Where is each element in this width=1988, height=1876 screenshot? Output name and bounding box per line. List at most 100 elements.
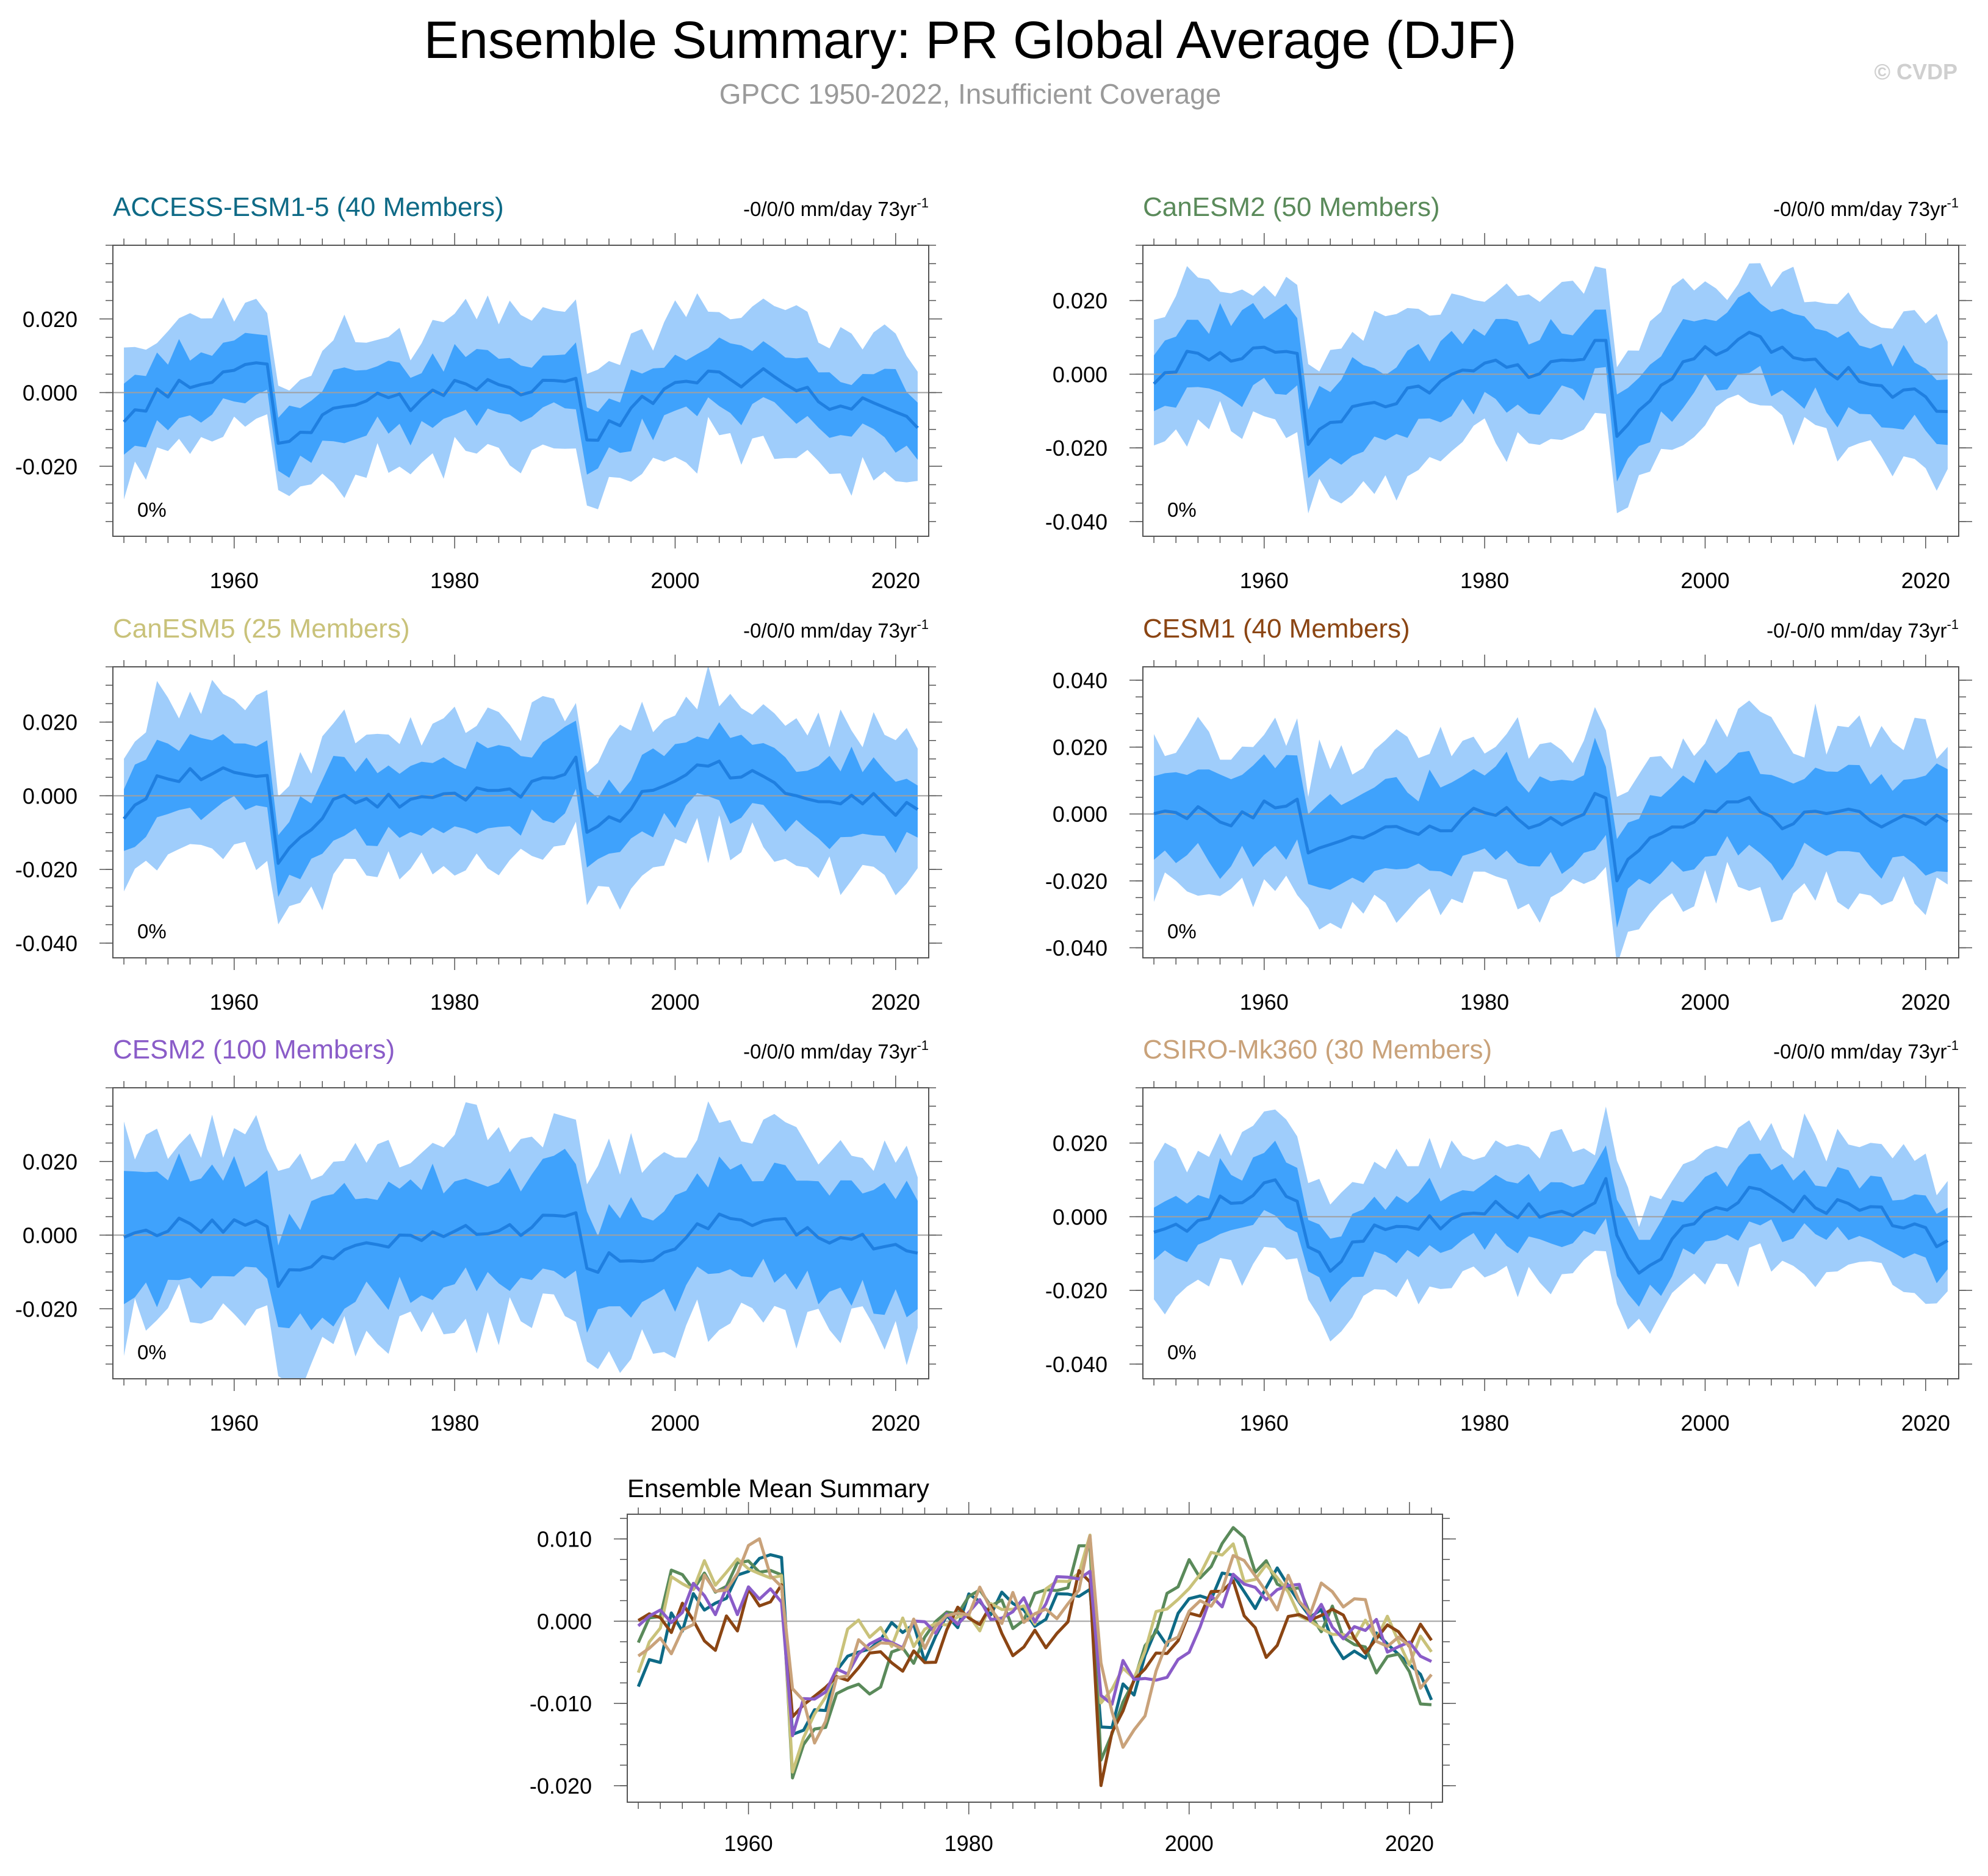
watermark: © CVDP	[1874, 59, 1957, 84]
panel-ensemble-mean-summary: 1960 1980 2000 2020 -0.020 -0.010 0.000 0.010 En…	[530, 1474, 1456, 1856]
x-tick-label: 1980	[1460, 568, 1509, 593]
trend-label-exponent: -1	[917, 1038, 929, 1053]
x-tick-label: 1980	[1460, 990, 1509, 1015]
percent-label: 0%	[137, 498, 167, 521]
trend-label-text: -0/0/0 mm/day 73yr	[743, 619, 917, 642]
ensemble-mean-line	[1153, 331, 1948, 446]
trend-label: -0/0/0 mm/day 73yr-1	[1773, 195, 1959, 220]
x-tick-label: 1980	[430, 990, 479, 1015]
inner-spread-band	[124, 332, 918, 478]
plot-area	[113, 667, 929, 925]
summary-line-cesm1	[637, 1569, 1433, 1788]
y-tick-label: 0.000	[1053, 802, 1107, 827]
panel-canesm2: 1960 1980 2000 2020 -0.040 -0.020 0.000 0.020 Ca…	[1045, 192, 1972, 593]
y-tick-label: -0.020	[15, 1296, 77, 1321]
panel-canesm5: 1960 1980 2000 2020 -0.040 -0.020 0.000 0.020 Ca…	[15, 614, 942, 1015]
summary-line-cesm2	[637, 1570, 1432, 1738]
trend-label-text: -0/0/0 mm/day 73yr	[1773, 198, 1947, 220]
inner-spread-band	[124, 1149, 918, 1333]
x-tick-label: 2020	[1901, 990, 1950, 1015]
x-tick-label: 1980	[945, 1831, 993, 1856]
figure-subtitle: GPCC 1950-2022, Insufficient Coverage	[719, 78, 1222, 110]
trend-label-exponent: -1	[917, 195, 929, 210]
panel-access-esm1-5: 1960 1980 2000 2020 -0.020 0.000 0.020 ACCESS-E…	[15, 192, 942, 593]
percent-label: 0%	[137, 920, 167, 943]
x-tick-label: 2000	[1680, 1411, 1729, 1436]
y-tick-label: 0.000	[1053, 1204, 1107, 1229]
percent-label: 0%	[1167, 1341, 1197, 1364]
inner-spread-band	[124, 721, 918, 897]
ensemble-mean-line	[1153, 1177, 1949, 1275]
x-tick-label: 2020	[871, 990, 920, 1015]
y-tick-label: -0.040	[15, 931, 77, 956]
x-tick-label: 2020	[1901, 568, 1950, 593]
x-tick-label: 1980	[430, 1411, 479, 1436]
trend-label: -0/0/0 mm/day 73yr-1	[743, 1038, 929, 1063]
inner-spread-band	[1154, 291, 1948, 482]
percent-label: 0%	[1167, 498, 1197, 521]
trend-label-exponent: -1	[1947, 195, 1959, 210]
y-tick-label: -0.040	[1045, 509, 1107, 534]
x-tick-label: 1960	[1240, 990, 1289, 1015]
x-tick-label: 1960	[724, 1831, 773, 1856]
x-tick-label: 1960	[1240, 1411, 1289, 1436]
plot-area	[1143, 700, 1959, 958]
plot-area	[113, 293, 929, 509]
y-tick-label: 0.020	[23, 1149, 77, 1174]
percent-label: 0%	[137, 1341, 167, 1364]
y-tick-label: 0.040	[1053, 668, 1107, 693]
x-tick-label: 1960	[210, 990, 259, 1015]
trend-label-text: -0/0/0 mm/day 73yr	[743, 1040, 917, 1063]
x-tick-label: 2000	[1680, 990, 1729, 1015]
y-tick-label: -0.040	[1045, 936, 1107, 961]
y-tick-label: -0.020	[15, 454, 77, 479]
trend-label-exponent: -1	[1947, 617, 1959, 632]
x-tick-label: 1980	[1460, 1411, 1509, 1436]
x-tick-label: 2020	[1901, 1411, 1950, 1436]
y-tick-label: 0.000	[537, 1609, 592, 1634]
panel-title: CSIRO-Mk360 (30 Members)	[1143, 1035, 1492, 1065]
panel-cesm2: 1960 1980 2000 2020 -0.020 0.000 0.020 CESM2 (1…	[15, 1035, 942, 1436]
x-tick-label: 2000	[650, 568, 699, 593]
plot-area	[627, 1526, 1442, 1788]
panel-csiro-mk360: 1960 1980 2000 2020 -0.040 -0.020 0.000 0.020 CS…	[1045, 1035, 1972, 1436]
panel-title: CESM1 (40 Members)	[1143, 614, 1410, 644]
trend-label-text: -0/0/0 mm/day 73yr	[743, 198, 917, 220]
y-tick-label: -0.010	[530, 1691, 592, 1716]
figure-title: Ensemble Summary: PR Global Average (DJF…	[424, 11, 1517, 70]
ensemble-mean-line	[123, 755, 919, 865]
trend-label: -0/0/0 mm/day 73yr-1	[743, 195, 929, 220]
plot-area	[1143, 263, 1959, 514]
inner-spread-band	[1154, 738, 1948, 928]
x-tick-label: 1960	[1240, 568, 1289, 593]
x-tick-label: 2000	[1680, 568, 1729, 593]
y-tick-label: 0.020	[1053, 289, 1107, 314]
ensemble-mean-line	[1153, 792, 1949, 883]
y-tick-label: 0.000	[1053, 362, 1107, 387]
plot-frame	[627, 1514, 1443, 1803]
trend-label: -0/0/0 mm/day 73yr-1	[1773, 1038, 1959, 1063]
ensemble-mean-line	[123, 1211, 918, 1288]
panel-title: Ensemble Mean Summary	[627, 1474, 929, 1503]
percent-label: 0%	[1167, 920, 1197, 943]
panel-title: ACCESS-ESM1-5 (40 Members)	[113, 192, 504, 222]
panel-title: CESM2 (100 Members)	[113, 1035, 395, 1065]
summary-line-canesm2	[636, 1526, 1432, 1780]
y-tick-label: 0.020	[1053, 735, 1107, 760]
trend-label-text: -0/0/0 mm/day 73yr	[1773, 1040, 1947, 1063]
plot-area	[1143, 1106, 1959, 1342]
summary-line-access-esm1-5	[636, 1553, 1433, 1736]
y-tick-label: -0.020	[530, 1774, 592, 1799]
x-tick-label: 1960	[210, 568, 259, 593]
panel-cesm1: 1960 1980 2000 2020 -0.040 -0.020 0.000 0.020 0.…	[1045, 614, 1972, 1015]
y-tick-label: 0.000	[23, 783, 77, 808]
panels: 1960 1980 2000 2020 -0.020 0.000 0.020 ACCESS-E…	[15, 192, 1972, 1856]
y-tick-label: 0.000	[23, 1223, 77, 1248]
y-tick-label: -0.020	[1045, 436, 1107, 461]
trend-label: -0/-0/0 mm/day 73yr-1	[1767, 617, 1959, 642]
trend-label-exponent: -1	[917, 617, 929, 632]
x-tick-label: 2000	[1165, 1831, 1214, 1856]
x-tick-label: 2000	[650, 1411, 699, 1436]
y-tick-label: 0.020	[23, 307, 77, 332]
